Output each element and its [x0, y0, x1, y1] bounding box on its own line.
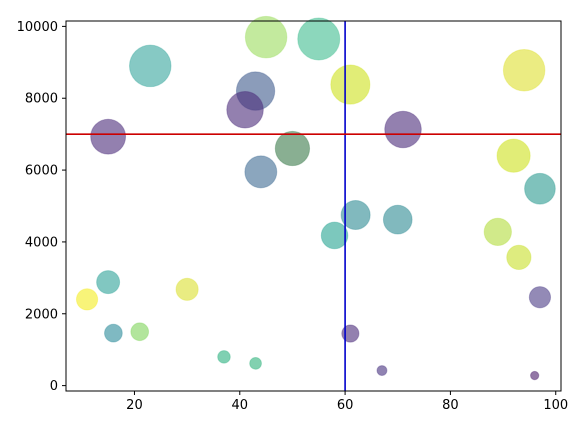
scatter-point-9: [274, 130, 311, 167]
scatter-point-15: [483, 217, 512, 247]
y-tick-label: 0: [50, 379, 58, 394]
x-tick-label: 60: [337, 398, 354, 413]
scatter-point-27: [376, 365, 388, 376]
scatter-point-6: [226, 90, 264, 129]
scatter-point-14: [382, 204, 413, 235]
scatter-point-3: [502, 48, 546, 92]
scatter-point-24: [341, 324, 360, 343]
scatter-point-21: [75, 288, 99, 311]
x-tick-label: 80: [442, 398, 459, 413]
scatter-point-18: [96, 270, 121, 295]
scatter-point-2: [128, 44, 172, 88]
y-tick-label: 10000: [17, 20, 58, 35]
scatter-point-8: [90, 118, 127, 155]
points-layer: [75, 15, 556, 381]
scatter-point-4: [330, 64, 371, 105]
scatter-point-23: [104, 323, 123, 343]
y-tick-label: 2000: [25, 307, 58, 322]
scatter-point-13: [340, 199, 371, 230]
plot-frame: [65, 20, 562, 392]
scatter-point-26: [249, 356, 262, 370]
x-tick-label: 40: [232, 398, 249, 413]
scatter-point-0: [244, 15, 288, 59]
scatter-point-25: [217, 350, 231, 364]
y-tick-label: 4000: [25, 235, 58, 250]
scatter-point-12: [524, 172, 556, 205]
y-tick-label: 8000: [25, 92, 58, 107]
x-tick-label: 20: [126, 398, 143, 413]
scatter-point-20: [528, 286, 552, 309]
scatter-point-16: [320, 221, 349, 250]
scatter-point-7: [384, 110, 422, 149]
scatter-point-28: [530, 370, 540, 381]
y-axis-ticks: 0 2000 4000 6000 8000 10000: [17, 20, 66, 394]
x-tick-label: 100: [543, 398, 568, 413]
scatter-point-10: [496, 138, 531, 173]
y-tick-label: 6000: [25, 164, 58, 179]
scatter-point-1: [297, 17, 341, 61]
scatter-point-17: [506, 244, 532, 270]
scatter-point-22: [130, 322, 150, 342]
scatter-point-11: [244, 155, 278, 189]
x-axis-ticks: 20 40 60 80 100: [126, 391, 568, 413]
scatter-point-19: [175, 277, 199, 301]
reference-lines: [66, 21, 561, 391]
